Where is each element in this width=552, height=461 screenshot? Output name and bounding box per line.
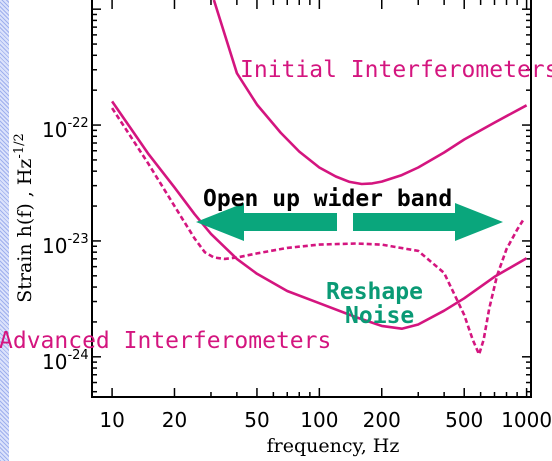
right-arrow [353,203,503,241]
x-tick-label: 500 [445,408,483,432]
y-tick-label: 10-22 [42,116,89,142]
series-line-1 [212,0,528,186]
y-tick-label: 10-23 [42,232,89,258]
annotation-open-up-wider-band: Open up wider band [203,186,452,212]
annotation-advanced-interferometers: Advanced Interferometers [0,328,331,354]
x-tick-label: 1000 [501,408,552,432]
y-axis-label-exponent: -1/2 [12,133,27,158]
annotation-noise: Noise [345,303,414,329]
x-tick-label: 10 [99,408,124,432]
noise-curves [111,0,528,356]
left-arrow [196,203,337,241]
x-axis-label: frequency, Hz [267,435,400,457]
x-tick-label: 50 [244,408,269,432]
annotation-initial-interferometers: Initial Interferometers [240,57,552,83]
annotation-reshape: Reshape [326,279,423,305]
x-tick-label: 100 [300,408,338,432]
y-ticks: 10-22 10-23 10-24 [42,8,531,393]
x-tick-label: 20 [162,408,187,432]
plot-frame [91,0,532,398]
x-tick-label: 200 [363,408,401,432]
left-edge-decoration [0,0,9,461]
y-axis-label-text: Strain h(f) , Hz [14,159,36,303]
series-line-2 [111,100,528,330]
y-axis-label: Strain h(f) , Hz-1/2 [12,133,36,303]
x-ticks: 10 20 50 100 200 500 1000 [99,0,552,432]
y-tick-label: 10-24 [42,348,89,374]
series-line-3 [111,107,524,356]
